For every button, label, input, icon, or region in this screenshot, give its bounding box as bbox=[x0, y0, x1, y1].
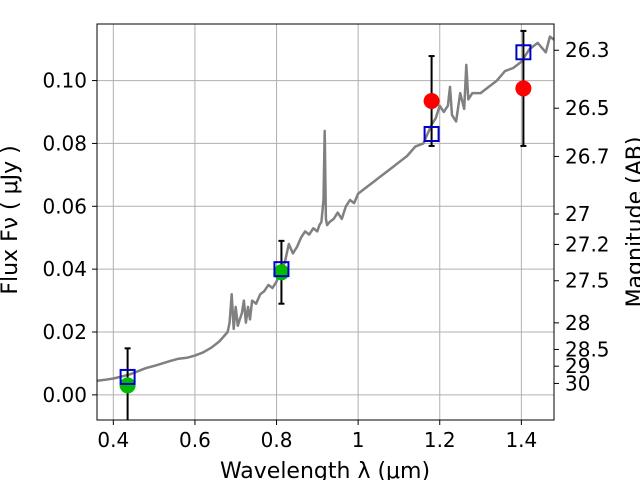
mag-tick-label: 27.2 bbox=[565, 232, 610, 256]
mag-tick-label: 27.5 bbox=[565, 269, 610, 293]
right-axis-title: Magnitude (AB) bbox=[623, 137, 640, 308]
x-tick-label: 1.2 bbox=[424, 428, 456, 452]
model-flux-point bbox=[423, 126, 440, 142]
marker-layer bbox=[119, 44, 532, 394]
y-tick-label: 0.02 bbox=[42, 320, 87, 344]
model-flux-point bbox=[119, 368, 136, 385]
x-tick-label: 0.4 bbox=[97, 428, 129, 452]
y-tick-label: 0.00 bbox=[42, 383, 87, 407]
y-tick-label: 0.10 bbox=[42, 69, 87, 93]
observed-flux-point bbox=[515, 80, 532, 97]
mag-tick-label: 26.7 bbox=[565, 144, 610, 168]
mag-tick-label: 27 bbox=[565, 202, 590, 226]
x-axis-title: Wavelength λ (μm) bbox=[220, 459, 430, 480]
mag-tick-label: 30 bbox=[565, 371, 590, 395]
mag-tick-label: 28 bbox=[565, 311, 590, 335]
mag-tick-label: 26.3 bbox=[565, 38, 610, 62]
y-tick-label: 0.06 bbox=[42, 194, 87, 218]
plot-frame bbox=[96, 23, 555, 421]
observed-flux-point bbox=[423, 93, 440, 109]
y-tick-label: 0.04 bbox=[42, 257, 87, 281]
observed-flux-point bbox=[273, 264, 290, 281]
mag-tick-label: 29 bbox=[565, 354, 590, 378]
spectrum-layer bbox=[96, 35, 555, 382]
y-axis-title: Flux Fν ( μJy ) bbox=[0, 145, 23, 294]
mag-tick-label: 28.5 bbox=[565, 337, 610, 361]
x-tick-label: 0.8 bbox=[261, 428, 293, 452]
x-tick-label: 0.6 bbox=[179, 428, 211, 452]
x-tick-label: 1.4 bbox=[505, 428, 537, 452]
y-tick-label: 0.08 bbox=[42, 131, 87, 155]
model-flux-point bbox=[515, 44, 532, 61]
mag-tick-label: 26.5 bbox=[565, 96, 610, 120]
x-tick-label: 1 bbox=[352, 428, 365, 452]
spectrum-line bbox=[96, 35, 555, 382]
model-flux-point bbox=[273, 261, 290, 278]
observed-flux-point bbox=[119, 377, 136, 394]
tick-layer: 0.4 0.6 0.8 1 1.2 1.4 0.00 0.02 0.04 0.06 0.08 0.10… bbox=[42, 38, 609, 452]
